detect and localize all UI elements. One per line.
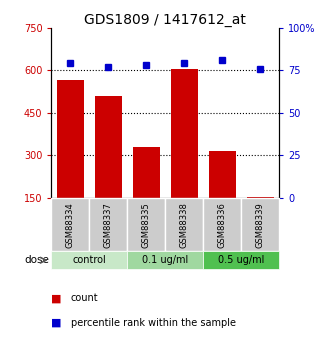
Bar bbox=[247, 197, 273, 198]
Bar bbox=[165, 198, 203, 252]
Bar bbox=[89, 198, 127, 252]
Bar bbox=[209, 151, 236, 198]
Bar bbox=[51, 198, 89, 252]
Bar bbox=[127, 252, 203, 269]
Bar bbox=[203, 252, 279, 269]
Text: ■: ■ bbox=[51, 318, 62, 327]
Text: GSM88336: GSM88336 bbox=[218, 202, 227, 248]
Text: 0.5 ug/ml: 0.5 ug/ml bbox=[218, 255, 265, 265]
Text: ■: ■ bbox=[51, 294, 62, 303]
Text: GSM88335: GSM88335 bbox=[142, 202, 151, 248]
Text: GSM88334: GSM88334 bbox=[66, 202, 75, 248]
Title: GDS1809 / 1417612_at: GDS1809 / 1417612_at bbox=[84, 12, 246, 27]
Text: GSM88339: GSM88339 bbox=[256, 202, 265, 248]
Text: dose: dose bbox=[25, 255, 49, 265]
Bar bbox=[133, 147, 160, 198]
Text: count: count bbox=[71, 294, 98, 303]
Text: GSM88338: GSM88338 bbox=[180, 202, 189, 248]
Bar bbox=[203, 198, 241, 252]
Text: 0.1 ug/ml: 0.1 ug/ml bbox=[142, 255, 188, 265]
Text: control: control bbox=[73, 255, 106, 265]
Bar bbox=[95, 96, 122, 198]
Bar bbox=[171, 69, 198, 198]
Text: GSM88337: GSM88337 bbox=[104, 202, 113, 248]
Bar bbox=[57, 80, 84, 198]
Bar bbox=[51, 252, 127, 269]
Bar bbox=[241, 198, 279, 252]
Text: percentile rank within the sample: percentile rank within the sample bbox=[71, 318, 236, 327]
Bar bbox=[127, 198, 165, 252]
